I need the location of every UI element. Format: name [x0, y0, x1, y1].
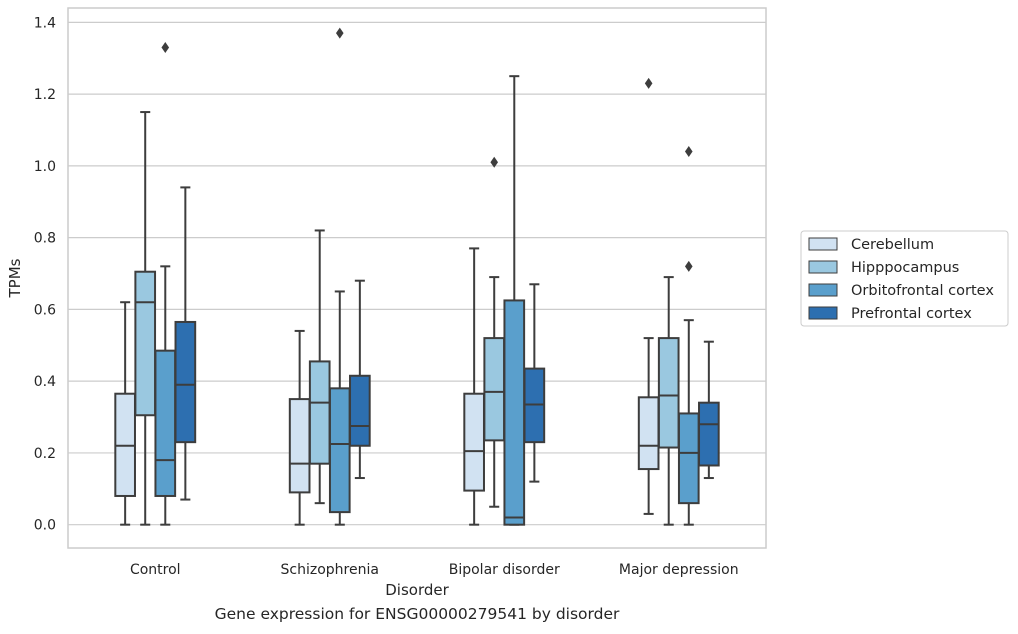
y-tick-label: 0.0: [34, 518, 56, 534]
outlier-marker: [490, 156, 499, 168]
legend-swatch: [808, 306, 838, 320]
y-tick-label: 0.2: [34, 446, 56, 462]
box: [114, 301, 136, 526]
legend-item: Prefrontal cortex: [808, 306, 972, 322]
box: [349, 279, 371, 480]
legend-swatch: [808, 283, 838, 297]
x-tick-label: Major depression: [619, 562, 739, 578]
y-axis-label: TPMs: [6, 258, 24, 298]
legend-item: Orbitofrontal cortex: [808, 283, 994, 299]
box: [503, 75, 526, 526]
outlier-marker: [684, 260, 693, 272]
box: [657, 276, 680, 526]
outlier-marker: [335, 27, 344, 39]
box-iqr: [483, 337, 506, 442]
box: [328, 27, 351, 526]
box-iqr: [134, 270, 157, 417]
box: [523, 283, 546, 483]
box: [698, 340, 720, 480]
box-iqr: [463, 392, 485, 492]
legend-swatch: [808, 237, 838, 251]
legend-label: Orbitofrontal cortex: [851, 283, 994, 299]
series-group: [174, 186, 720, 501]
legend-label: Cerebellum: [851, 237, 934, 253]
x-tick-label: Schizophrenia: [281, 562, 379, 578]
box-iqr: [657, 337, 680, 449]
legend-label: Hipppocampus: [851, 260, 959, 276]
box: [677, 146, 700, 526]
box: [174, 186, 197, 501]
box: [308, 229, 331, 505]
y-tick-label: 0.6: [34, 302, 56, 318]
legend-label: Prefrontal cortex: [851, 306, 972, 322]
x-axis-ticks: Control Schizophrenia Bipolar disorder Majo…: [130, 562, 739, 578]
series-group: [154, 27, 700, 526]
box-iqr: [308, 360, 331, 465]
x-tick-label: Control: [130, 562, 181, 578]
outlier-marker: [684, 146, 693, 158]
box-plot-series: [114, 27, 720, 526]
box-iqr: [637, 396, 660, 471]
y-tick-label: 0.8: [34, 231, 56, 247]
outlier-marker: [161, 41, 170, 53]
y-tick-label: 0.4: [34, 374, 56, 390]
box: [463, 247, 485, 526]
box: [288, 329, 311, 526]
box-iqr: [698, 401, 720, 467]
outlier-marker: [644, 77, 653, 89]
y-tick-label: 1.4: [34, 15, 56, 31]
x-tick-label: Bipolar disorder: [449, 562, 560, 578]
y-axis-ticks: 0.0 0.2 0.4 0.6 0.8 1.0 1.2 1.4: [34, 15, 56, 533]
box-iqr: [154, 349, 177, 497]
series-group: [114, 77, 660, 526]
y-tick-label: 1.0: [34, 159, 56, 175]
legend-swatch: [808, 260, 838, 274]
figure-caption: Gene expression for ENSG00000279541 by d…: [214, 605, 620, 623]
series-group: [134, 111, 680, 526]
box-iqr: [288, 398, 311, 494]
box-iqr: [174, 320, 197, 444]
box-iqr: [328, 387, 351, 514]
box-iqr: [349, 374, 371, 447]
box: [134, 111, 157, 526]
x-axis-label: Disorder: [385, 581, 449, 599]
box: [483, 156, 506, 508]
plot-frame: [67, 7, 767, 549]
box: [154, 41, 177, 526]
legend-item: Cerebellum: [808, 237, 934, 253]
box-iqr: [503, 299, 526, 526]
legend: Cerebellum Hipppocampus Orbitofrontal cort…: [800, 230, 1009, 327]
box: [637, 77, 660, 515]
box-iqr: [677, 412, 700, 505]
legend-item: Hipppocampus: [808, 260, 959, 276]
legend-frame: [800, 230, 1009, 327]
y-tick-label: 1.2: [34, 87, 56, 103]
